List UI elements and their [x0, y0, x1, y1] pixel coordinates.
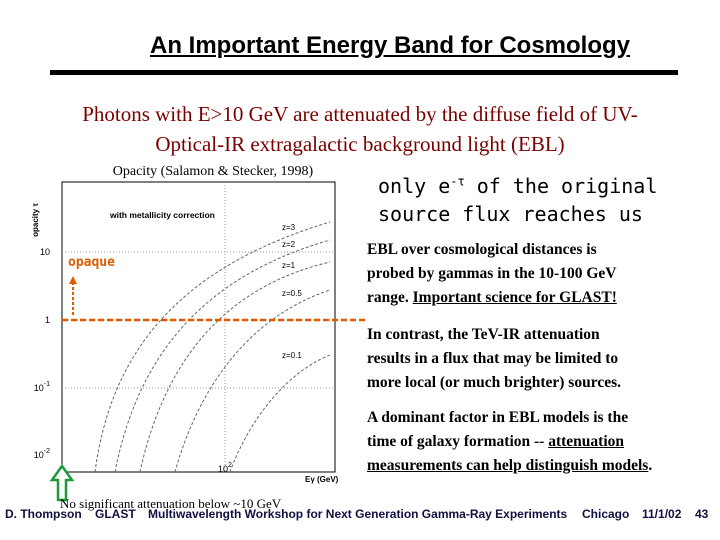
curve-label: z=1: [282, 261, 296, 270]
y-tick-label: 10: [40, 247, 50, 257]
text-run: A dominant factor in EBL models is the: [367, 409, 629, 426]
tick-exponent: -1: [44, 381, 50, 388]
paragraph: In contrast, the TeV-IR attenuation resul…: [367, 323, 621, 395]
tick-exponent: -2: [44, 448, 50, 455]
subtitle-line: Photons with E>10 GeV are attenuated by …: [82, 102, 638, 126]
paragraph-line: results in a flux that may be limited to: [367, 347, 621, 371]
curve-label: z=2: [282, 240, 296, 249]
inset-label: with metallicity correction: [109, 210, 215, 220]
figure-caption: Opacity (Salamon & Stecker, 1998): [113, 164, 314, 179]
text-run: In contrast, the TeV-IR attenuation: [367, 326, 600, 343]
footer-event: Multiwavelength Workshop for Next Genera…: [148, 507, 568, 521]
x-tick-label: 102: [218, 462, 232, 474]
x-axis-label: Eγ (GeV): [305, 475, 339, 484]
curve-label: z=3: [282, 223, 296, 232]
tick-exponent: 2: [228, 462, 232, 469]
green-arrow: [49, 463, 75, 502]
footer-page: 43: [695, 507, 709, 521]
subtitle-line: Optical-IR extragalactic background ligh…: [155, 132, 565, 156]
tick-base: 10: [40, 247, 50, 257]
paragraph-line: more local (or much brighter) sources.: [367, 371, 621, 395]
paragraph-line: range. Important science for GLAST!: [367, 286, 617, 310]
paragraph-line: probed by gammas in the 10-100 GeV: [367, 262, 617, 286]
text-run: attenuation: [548, 433, 625, 450]
opacity-figure: Opacity (Salamon & Stecker, 1998) with m…: [31, 164, 365, 502]
y-tick-label: 10-2: [34, 448, 50, 460]
paragraph-line: A dominant factor in EBL models is the: [367, 406, 652, 430]
text-run: range.: [367, 289, 413, 306]
footer-place: Chicago: [582, 507, 630, 521]
paragraph-line: EBL over cosmological distances is: [367, 238, 617, 262]
callout-text: of the original: [464, 174, 658, 198]
text-run: .: [648, 457, 653, 474]
y-tick-label: 10-1: [34, 381, 50, 393]
tick-base: 10: [34, 383, 44, 393]
y-axis-label: opacity τ: [31, 203, 40, 237]
footer-project: GLAST: [95, 507, 136, 521]
slide-title: An Important Energy Band for Cosmology: [149, 32, 631, 59]
paragraph-line: In contrast, the TeV-IR attenuation: [367, 323, 621, 347]
callout-text: only e: [378, 174, 451, 198]
opacity-curves: [94, 221, 331, 473]
paragraph-line: time of galaxy formation -- attenuation: [367, 430, 652, 454]
plot-frame: [61, 181, 336, 473]
tick-base: 1: [45, 315, 50, 325]
tick-base: 10: [218, 464, 228, 474]
tick-base: 10: [34, 450, 44, 460]
callout-line: source flux reaches us: [378, 202, 643, 226]
paragraph: A dominant factor in EBL models is the ti…: [367, 406, 652, 478]
opaque-arrowhead: [69, 276, 77, 284]
text-run: EBL over cosmological distances is: [367, 241, 597, 258]
opaque-label: opaque: [68, 255, 115, 270]
text-run: Important science for GLAST!: [412, 289, 617, 306]
paragraph: EBL over cosmological distances is probed…: [367, 238, 617, 310]
text-run: measurements can help distinguish models: [367, 457, 649, 474]
curve-label: z=0.1: [282, 351, 302, 360]
text-run: results in a flux that may be limited to: [367, 350, 619, 367]
callout-exponent: -τ: [450, 174, 465, 189]
curve-label: z=0.5: [282, 289, 302, 298]
title-rule: [50, 70, 678, 75]
text-run: probed by gammas in the 10-100 GeV: [367, 265, 617, 282]
y-tick-label: 1: [45, 315, 50, 325]
footer-author: D. Thompson: [5, 507, 82, 521]
paragraph-line: measurements can help distinguish models…: [367, 454, 652, 478]
callout-line: only e-τ of the original: [378, 174, 657, 198]
text-run: time of galaxy formation --: [367, 433, 549, 450]
text-run: more local (or much brighter) sources.: [367, 374, 621, 391]
footer-date: 11/1/02: [642, 507, 682, 521]
bottom-note: No significant attenuation below ~10 GeV: [60, 496, 282, 511]
